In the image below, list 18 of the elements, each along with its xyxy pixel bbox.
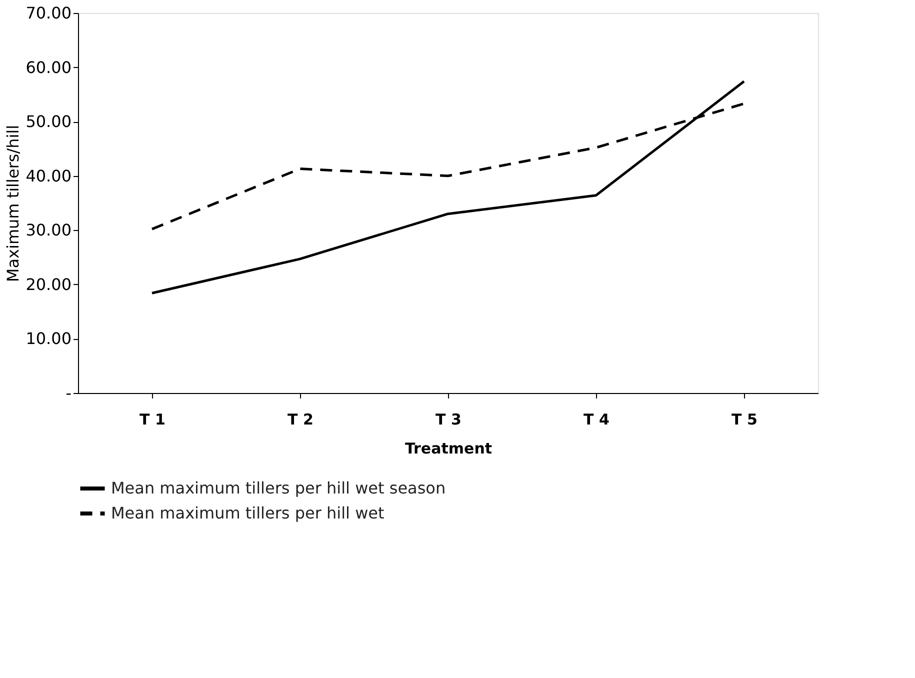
y-tick-label: 10.00 [26,329,72,348]
x-tick-label: T 3 [436,410,462,428]
y-tick-label: - [66,384,72,402]
legend-label: Mean maximum tillers per hill wet [111,504,384,522]
y-tick-label: 20.00 [26,274,72,294]
y-tick-label: 70.00 [26,4,72,22]
x-tick-label: T 1 [140,410,166,428]
x-axis-title: Treatment [404,440,492,458]
x-tick-label: T 4 [584,410,610,428]
y-tick-label: 40.00 [26,166,72,186]
y-tick-label: 30.00 [26,220,72,240]
y-tick-label: 50.00 [26,112,72,132]
legend-label: Mean maximum tillers per hill wet season [111,478,446,498]
x-tick-label: T 2 [288,410,314,428]
y-tick-label: 60.00 [26,58,72,77]
x-tick-label: T 5 [732,410,758,428]
y-axis-title: Maximum tillers/hill [4,124,23,282]
line-series [150,80,746,294]
